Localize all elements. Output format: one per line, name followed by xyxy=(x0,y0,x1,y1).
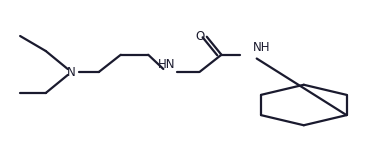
Text: NH: NH xyxy=(253,41,270,54)
Text: HN: HN xyxy=(158,58,175,71)
Text: O: O xyxy=(195,30,205,43)
Text: N: N xyxy=(67,66,76,78)
